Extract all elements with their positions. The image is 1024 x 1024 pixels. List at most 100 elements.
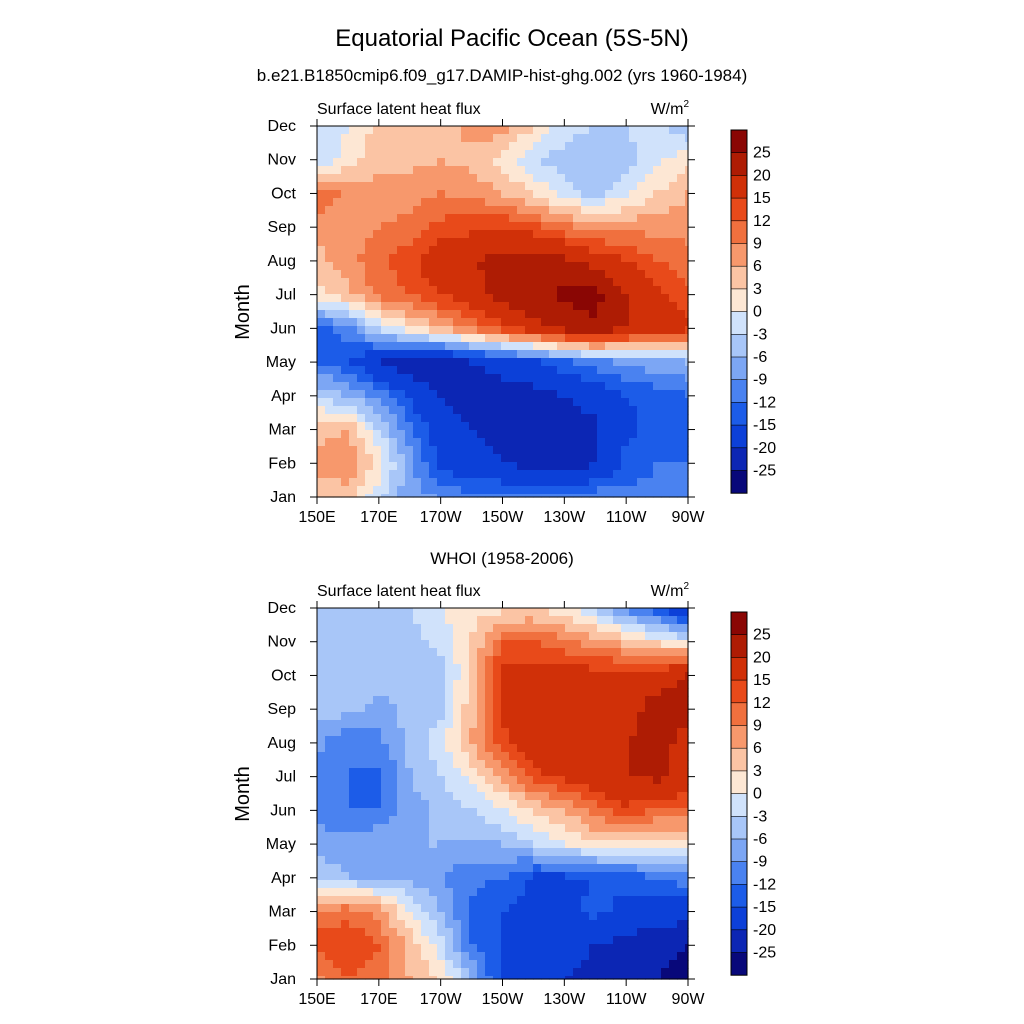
heatmap-cell	[493, 968, 502, 977]
heatmap-cell	[485, 326, 494, 335]
heatmap-cell	[421, 832, 430, 841]
heatmap-cell	[413, 430, 422, 439]
heatmap-cell	[365, 438, 374, 447]
heatmap-cell	[613, 744, 622, 753]
y-tick-label: Apr	[271, 388, 297, 405]
heatmap-cell	[357, 704, 366, 713]
heatmap-cell	[645, 438, 654, 447]
heatmap-cell	[357, 824, 366, 833]
colorbar-swatch	[731, 288, 747, 312]
heatmap-cell	[461, 888, 470, 897]
panel-2-units-base: W/m	[651, 583, 684, 600]
heatmap-cell	[525, 808, 534, 817]
heatmap-cell	[629, 254, 638, 263]
heatmap-cell	[565, 768, 574, 777]
heatmap-cell	[597, 286, 606, 295]
y-tick-label: Oct	[271, 185, 296, 202]
heatmap-cell	[365, 342, 374, 351]
heatmap-cell	[477, 374, 486, 383]
heatmap-cell	[317, 728, 326, 737]
heatmap-cell	[509, 888, 518, 897]
heatmap-cell	[325, 270, 334, 279]
heatmap-cell	[685, 848, 689, 857]
heatmap-cell	[493, 704, 502, 713]
heatmap-cell	[381, 664, 390, 673]
heatmap-cell	[509, 840, 518, 849]
heatmap-cell	[469, 824, 478, 833]
heatmap-cell	[565, 976, 574, 980]
heatmap-cell	[365, 446, 374, 455]
heatmap-cell	[541, 768, 550, 777]
heatmap-cell	[597, 430, 606, 439]
heatmap-cell	[645, 358, 654, 367]
heatmap-cell	[605, 824, 614, 833]
heatmap-cell	[413, 744, 422, 753]
heatmap-cell	[421, 446, 430, 455]
heatmap-cell	[389, 856, 398, 865]
heatmap-cell	[381, 206, 390, 215]
heatmap-cell	[469, 968, 478, 977]
heatmap-cell	[653, 712, 662, 721]
heatmap-cell	[437, 832, 446, 841]
heatmap-cell	[541, 222, 550, 231]
heatmap-cell	[613, 382, 622, 391]
heatmap-cell	[517, 712, 526, 721]
heatmap-cell	[629, 800, 638, 809]
colorbar-label: -20	[753, 922, 776, 939]
heatmap-cell	[317, 744, 326, 753]
heatmap-cell	[365, 286, 374, 295]
heatmap-cell	[677, 334, 686, 343]
heatmap-cell	[373, 342, 382, 351]
heatmap-cell	[525, 864, 534, 873]
heatmap-cell	[413, 768, 422, 777]
heatmap-cell	[325, 640, 334, 649]
heatmap-cell	[429, 350, 438, 359]
heatmap-cell	[381, 382, 390, 391]
heatmap-cell	[405, 262, 414, 271]
heatmap-cell	[333, 880, 342, 889]
heatmap-cell	[621, 254, 630, 263]
heatmap-cell	[485, 872, 494, 881]
colorbar-swatch	[731, 402, 747, 426]
heatmap-cell	[653, 664, 662, 673]
heatmap-cell	[637, 664, 646, 673]
heatmap-cell	[533, 486, 542, 495]
heatmap-cell	[357, 366, 366, 375]
heatmap-cell	[613, 640, 622, 649]
heatmap-cell	[485, 342, 494, 351]
heatmap-cell	[365, 920, 374, 929]
heatmap-cell	[437, 896, 446, 905]
heatmap-cell	[581, 254, 590, 263]
heatmap-cell	[381, 182, 390, 191]
heatmap-cell	[365, 222, 374, 231]
heatmap-cell	[389, 832, 398, 841]
heatmap-cell	[445, 960, 454, 969]
heatmap-cell	[685, 126, 689, 135]
heatmap-cell	[349, 736, 358, 745]
heatmap-cell	[533, 688, 542, 697]
heatmap-cell	[565, 632, 574, 641]
heatmap-cell	[517, 382, 526, 391]
heatmap-cell	[661, 494, 670, 498]
heatmap-cell	[469, 712, 478, 721]
heatmap-cell	[517, 848, 526, 857]
heatmap-cell	[637, 230, 646, 239]
heatmap-cell	[653, 968, 662, 977]
heatmap-cell	[565, 262, 574, 271]
heatmap-cell	[365, 896, 374, 905]
heatmap-cell	[413, 696, 422, 705]
heatmap-cell	[357, 414, 366, 423]
heatmap-cell	[557, 238, 566, 247]
heatmap-cell	[645, 326, 654, 335]
heatmap-cell	[389, 976, 398, 980]
heatmap-cell	[517, 704, 526, 713]
heatmap-cell	[413, 632, 422, 641]
heatmap-cell	[445, 334, 454, 343]
y-tick-label: Feb	[268, 455, 296, 472]
heatmap-cell	[349, 608, 358, 617]
heatmap-cell	[685, 736, 689, 745]
heatmap-cell	[317, 494, 326, 498]
heatmap-cell	[597, 462, 606, 471]
heatmap-cell	[341, 760, 350, 769]
heatmap-cell	[429, 896, 438, 905]
